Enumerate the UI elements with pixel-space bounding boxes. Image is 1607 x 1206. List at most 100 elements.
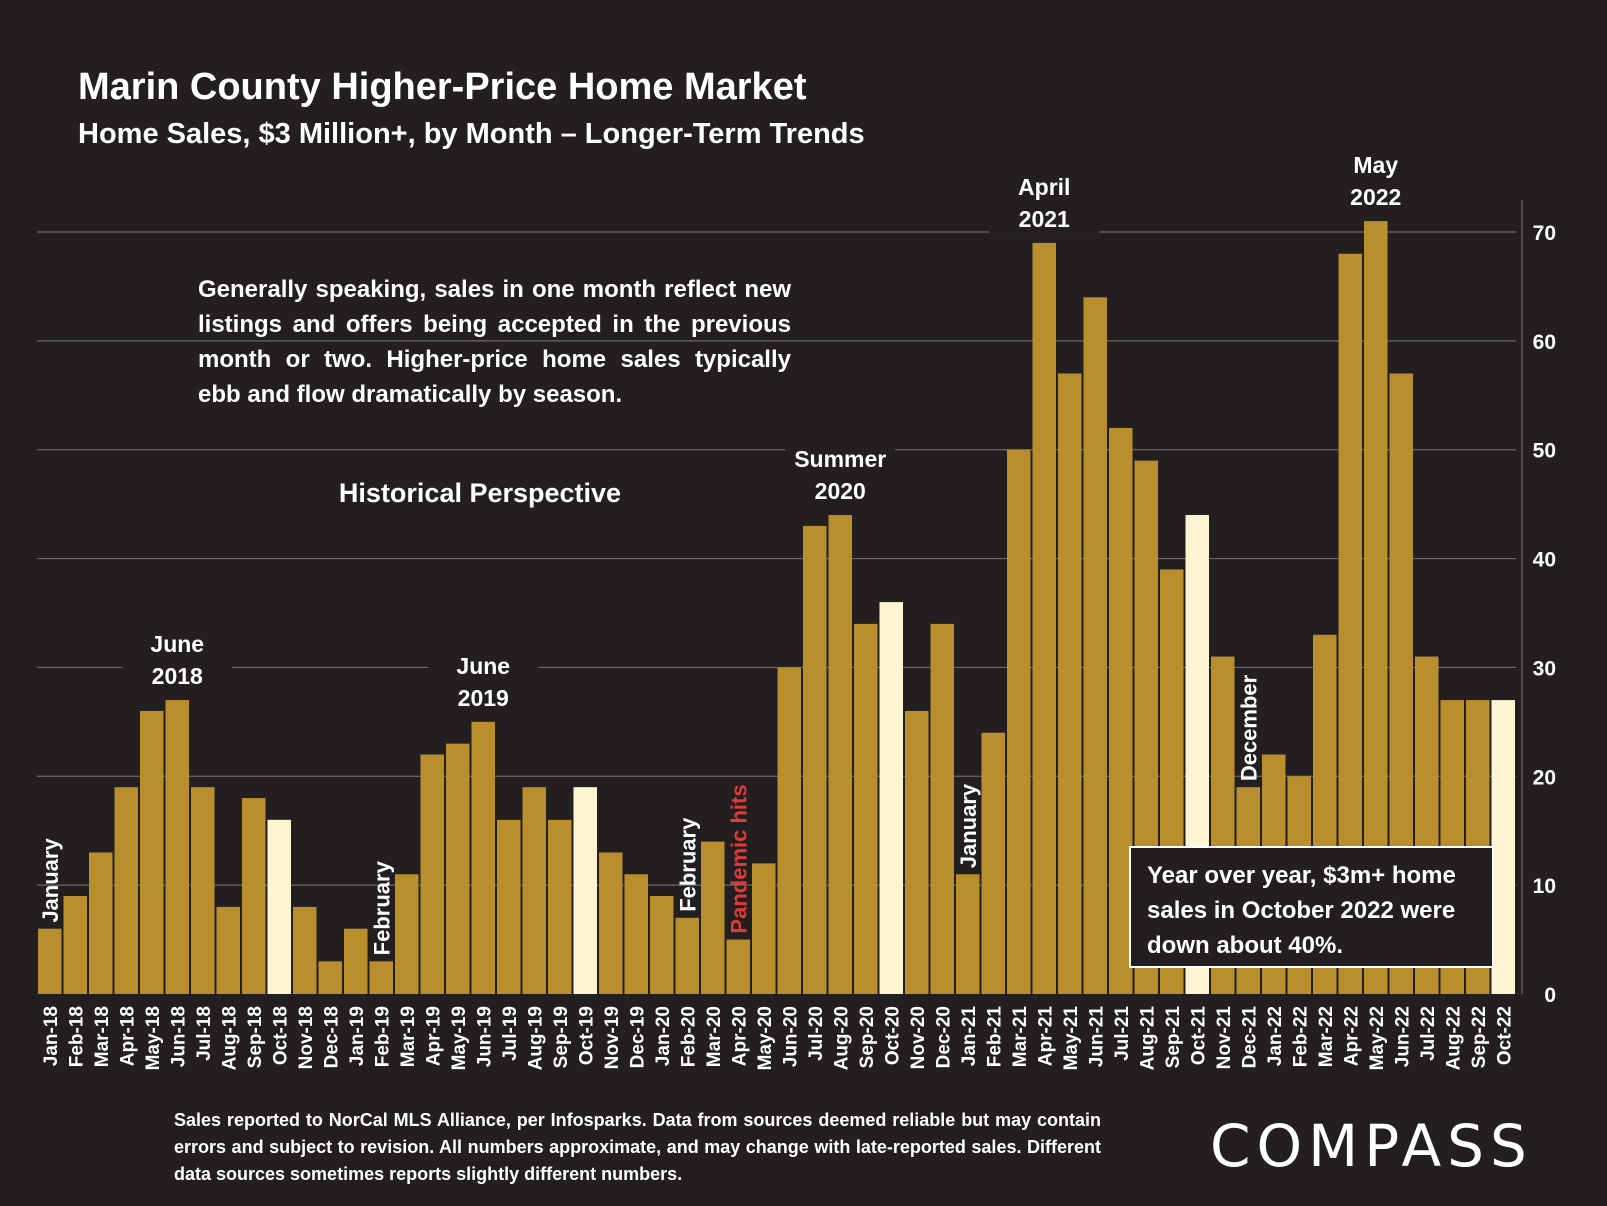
bar: [38, 928, 62, 994]
x-tick-label: Jun-21: [1086, 1006, 1107, 1068]
x-tick-label: Jun-20: [780, 1006, 801, 1067]
x-tick-label: Sep-20: [857, 1006, 878, 1068]
bar: [701, 841, 725, 994]
bar: [675, 917, 699, 994]
annotation-label: January: [38, 838, 63, 923]
bar: [1389, 373, 1413, 994]
y-tick-label: 30: [1533, 657, 1556, 680]
y-tick-label: 50: [1533, 440, 1556, 463]
x-tick-label: Aug-20: [831, 1006, 852, 1070]
x-tick-label: Jul-22: [1418, 1006, 1439, 1061]
bar: [1007, 449, 1031, 994]
x-tick-label: Jun-18: [168, 1006, 189, 1067]
x-tick-label: Jan-18: [41, 1006, 62, 1066]
x-tick-label: Sep-18: [245, 1006, 266, 1068]
x-tick-label: May-18: [143, 1006, 164, 1070]
annotation-label: June: [150, 631, 204, 657]
bar: [1338, 253, 1362, 994]
y-tick-label: 40: [1533, 549, 1556, 572]
x-tick-label: Oct-22: [1494, 1006, 1515, 1065]
x-tick-label: Oct-21: [1188, 1006, 1209, 1066]
bar: [981, 732, 1005, 994]
bar: [344, 928, 368, 994]
bar: [1058, 373, 1082, 994]
x-tick-label: Jan-21: [959, 1006, 980, 1067]
x-tick-label: Jan-19: [347, 1006, 368, 1066]
x-tick-label: Jul-18: [194, 1006, 215, 1061]
x-tick-label: Jul-20: [806, 1006, 827, 1061]
x-tick-label: Aug-21: [1137, 1006, 1158, 1071]
annotation-label: 2021: [1019, 206, 1070, 232]
bar: [293, 906, 317, 994]
x-tick-label: Jul-21: [1112, 1006, 1133, 1061]
annotation-backing: [428, 637, 539, 712]
bar: [624, 874, 648, 994]
x-tick-label: Jan-20: [653, 1006, 674, 1066]
bar: [1083, 297, 1107, 994]
bar: [1109, 427, 1133, 994]
x-tick-label: Feb-22: [1290, 1006, 1311, 1067]
x-tick-label: Apr-22: [1341, 1006, 1362, 1066]
annotation-label: December: [1236, 674, 1261, 781]
x-tick-label: Oct-20: [882, 1006, 903, 1065]
bar: [752, 863, 776, 994]
annotation-label: 2019: [458, 685, 509, 711]
x-tick-label: Apr-21: [1035, 1006, 1056, 1067]
bar: [140, 710, 164, 994]
x-tick-label: Apr-20: [729, 1006, 750, 1066]
x-tick-label: May-22: [1367, 1006, 1388, 1070]
bar: [522, 787, 546, 994]
x-tick-label: Nov-18: [296, 1006, 317, 1069]
annotation-label: April: [1018, 174, 1070, 200]
bar: [114, 787, 138, 994]
x-tick-label: Nov-21: [1214, 1006, 1235, 1070]
bar: [854, 623, 878, 994]
bar: [191, 787, 215, 994]
yoy-callout: Year over year, $3m+ home sales in Octob…: [1129, 846, 1494, 968]
bar: [879, 602, 903, 994]
x-tick-label: Nov-20: [908, 1006, 929, 1069]
bar: [89, 852, 113, 994]
bar: [471, 721, 495, 994]
annotation-label: May: [1353, 152, 1398, 178]
x-tick-label: Jun-22: [1392, 1006, 1413, 1067]
bar: [726, 939, 750, 994]
bar: [599, 852, 623, 994]
annotation-backing: [989, 158, 1100, 233]
x-tick-label: Feb-18: [66, 1006, 87, 1067]
bar: [165, 700, 189, 994]
gridlines: [37, 200, 1523, 994]
x-tick-label: Dec-18: [321, 1006, 342, 1068]
chart-title: Marin County Higher-Price Home Market: [78, 66, 807, 108]
explanatory-note: Generally speaking, sales in one month r…: [198, 276, 791, 408]
x-tick-label: Jan-22: [1265, 1006, 1286, 1066]
bar: [369, 961, 393, 994]
bar: [63, 896, 87, 994]
bar: [446, 743, 470, 994]
bar: [548, 819, 572, 994]
x-tick-label: Dec-19: [627, 1006, 648, 1068]
x-tick-label: Aug-19: [525, 1006, 546, 1070]
x-tick-label: May-20: [755, 1006, 776, 1070]
bar: [1364, 221, 1388, 995]
annotation-label: 2022: [1350, 184, 1401, 210]
y-axis-ticks: 0 10 20 30 40 50 60 70: [1533, 222, 1556, 1007]
x-tick-label: Mar-22: [1316, 1006, 1337, 1067]
bar: [242, 798, 266, 994]
bar: [803, 525, 827, 994]
bar: [905, 710, 929, 994]
annotation-label: 2020: [815, 478, 866, 504]
x-tick-label: Feb-19: [372, 1006, 393, 1067]
x-tick-label: Apr-19: [423, 1006, 444, 1066]
x-tick-label: Dec-20: [933, 1006, 954, 1068]
x-tick-label: Mar-21: [1010, 1006, 1031, 1068]
bar: [828, 515, 852, 994]
y-tick-label: 70: [1533, 222, 1556, 245]
source-footnote: Sales reported to NorCal MLS Alliance, p…: [174, 1110, 1101, 1184]
bar: [573, 787, 597, 994]
annotation-label: February: [369, 860, 394, 955]
annotation-backing: [122, 616, 233, 691]
y-tick-label: 0: [1544, 984, 1556, 1007]
x-tick-label: Dec-21: [1239, 1006, 1260, 1069]
